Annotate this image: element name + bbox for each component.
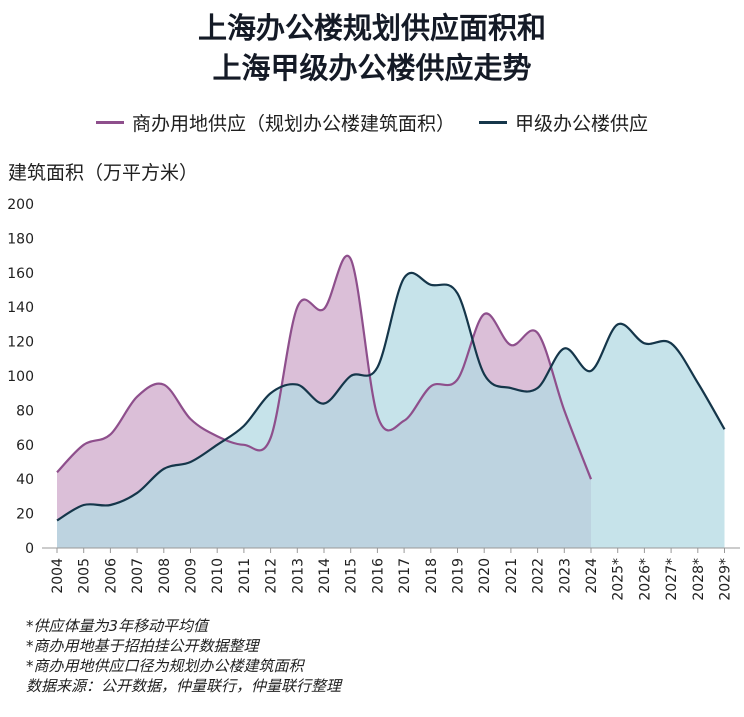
x-tick-label: 2026* (637, 558, 653, 601)
x-tick-label: 2024 (584, 558, 600, 594)
y-tick-label: 180 (7, 231, 34, 247)
x-tick-label: 2008 (157, 558, 173, 594)
y-tick-labels: 0 20 40 60 80 100 120 140 160 180 200 (7, 197, 34, 557)
x-tick-label: 2021 (504, 558, 520, 594)
x-tick-labels: 2004 2005 2006 2007 2008 2009 2010 2011 2012 2013… (50, 548, 734, 601)
x-tick-label: 2007 (130, 558, 146, 594)
x-tick-label: 2017 (397, 558, 413, 594)
x-tick-label: 2006 (103, 558, 119, 594)
x-tick-label: 2012 (264, 558, 280, 594)
y-tick-label: 40 (16, 472, 34, 488)
x-tick-label: 2005 (77, 558, 93, 594)
x-tick-label: 2009 (184, 558, 200, 594)
x-tick-label: 2013 (290, 558, 306, 594)
x-tick-label: 2018 (424, 558, 440, 594)
x-tick-label: 2028* (691, 558, 707, 601)
chart-title-line-2: 上海甲级办公楼供应走势 (212, 51, 532, 85)
x-tick-label: 2015 (344, 558, 360, 594)
footnote-3: *商办用地供应口径为规划办公楼建筑面积 (26, 657, 304, 675)
area-gradea-supply (57, 272, 725, 548)
legend-label-gradea-supply: 甲级办公楼供应 (515, 113, 649, 135)
footnote-1: *供应体量为3年移动平均值 (26, 617, 209, 635)
x-tick-label: 2022 (531, 558, 547, 594)
legend-swatch-land-supply (95, 121, 124, 124)
x-tick-label: 2020 (477, 558, 493, 594)
y-tick-label: 20 (16, 507, 34, 523)
footnote-2: *商办用地基于招拍挂公开数据整理 (26, 637, 259, 655)
y-tick-label: 120 (7, 335, 34, 351)
y-tick-label: 200 (7, 197, 34, 213)
line-gradea-supply (56, 271, 726, 522)
footnote-source: 数据来源：公开数据，仲量联行，仲量联行整理 (26, 677, 342, 695)
series-lines (56, 254, 726, 522)
y-tick-label: 140 (7, 300, 34, 316)
x-tick-label: 2014 (317, 558, 333, 594)
legend-item-gradea-supply: 甲级办公楼供应 (479, 109, 648, 136)
y-tick-label: 100 (7, 369, 34, 385)
y-tick-label: 60 (16, 438, 34, 454)
x-tick-label: 2025* (611, 558, 627, 601)
series-areas (57, 255, 725, 548)
legend-swatch-gradea-supply (479, 121, 507, 124)
x-tick-label: 2011 (237, 558, 253, 594)
legend-label-land-supply: 商办用地供应（规划办公楼建筑面积） (131, 113, 455, 135)
y-axis-label: 建筑面积（万平方米） (8, 162, 199, 184)
x-tick-label: 2029* (718, 558, 734, 601)
line-land-supply (56, 254, 593, 480)
legend-item-land-supply: 商办用地供应（规划办公楼建筑面积） (95, 109, 455, 136)
y-tick-label: 0 (25, 541, 34, 557)
y-tick-label: 160 (7, 266, 34, 282)
x-tick-label: 2023 (557, 558, 573, 594)
x-tick-label: 2004 (50, 558, 66, 594)
y-tick-label: 80 (16, 403, 34, 419)
chart-title: 上海办公楼规划供应面积和 上海甲级办公楼供应走势 (0, 8, 744, 88)
x-tick-label: 2016 (370, 558, 386, 594)
x-tick-label: 2019 (451, 558, 467, 594)
footnotes: *供应体量为3年移动平均值 *商办用地基于招拍挂公开数据整理 *商办用地供应口径… (26, 616, 341, 696)
chart-legend: 商办用地供应（规划办公楼建筑面积） 甲级办公楼供应 (0, 109, 744, 136)
x-tick-label: 2010 (210, 558, 226, 594)
chart-title-line-1: 上海办公楼规划供应面积和 (197, 11, 546, 45)
x-tick-label: 2027* (664, 558, 680, 601)
